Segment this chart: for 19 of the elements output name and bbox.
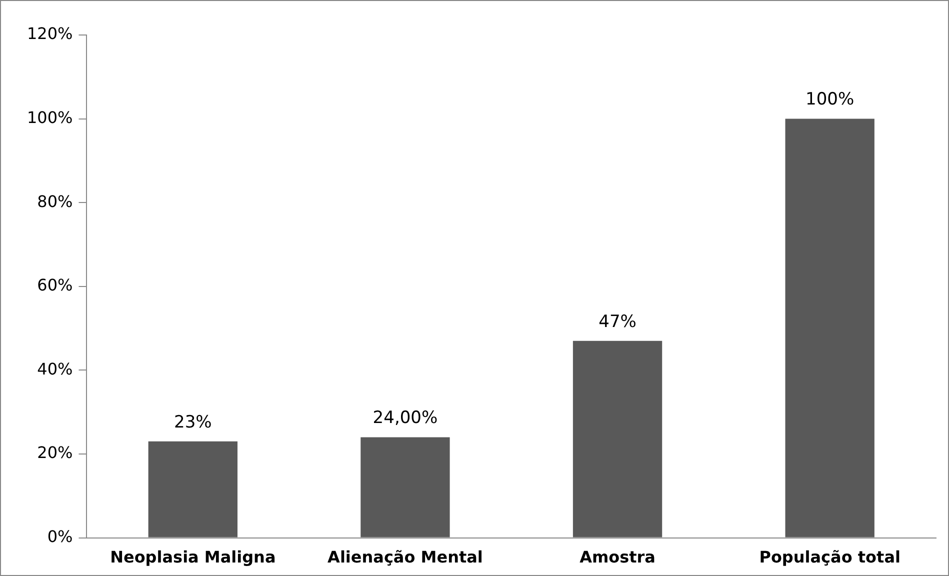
y-tick-label: 120%: [26, 24, 73, 44]
data-label: 23%: [174, 412, 212, 432]
data-label: 24,00%: [372, 408, 438, 428]
data-label: 47%: [598, 312, 636, 332]
data-label: 100%: [806, 90, 854, 110]
bar: [785, 118, 874, 538]
y-tick-label: 60%: [37, 276, 73, 295]
bar: [148, 441, 238, 538]
x-tick-label: Amostra: [580, 548, 656, 567]
y-tick-label: 20%: [37, 443, 73, 462]
y-tick-label: 100%: [26, 108, 73, 127]
y-tick-label: 80%: [37, 192, 73, 211]
y-tick-label: 0%: [47, 526, 73, 546]
bar: [360, 437, 450, 538]
x-tick-label: População total: [759, 548, 900, 567]
x-tick-label: Neoplasia Maligna: [110, 548, 276, 567]
x-tick-label: Alienação Mental: [328, 548, 483, 567]
y-tick-label: 40%: [37, 359, 73, 378]
bar: [572, 340, 662, 538]
